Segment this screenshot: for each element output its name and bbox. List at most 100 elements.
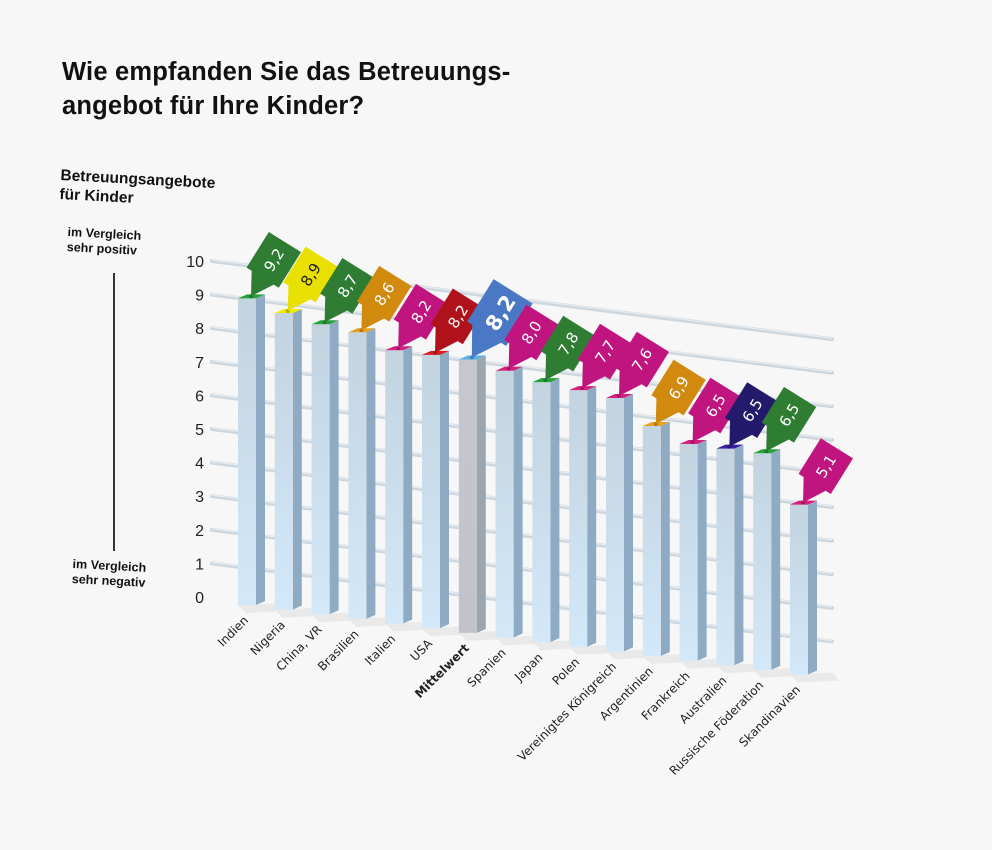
- y-tick-label: 2: [195, 523, 204, 540]
- value-tag: 8,2: [467, 279, 533, 358]
- bar-9: [569, 386, 619, 655]
- bar-2: [311, 320, 361, 623]
- value-tag-shape: [283, 246, 338, 311]
- bar-shadow: [532, 640, 582, 651]
- x-category-label: Italien: [362, 632, 398, 668]
- bar-10: [606, 394, 655, 660]
- bar-shadow: [790, 672, 839, 683]
- bar-side: [292, 308, 302, 610]
- bar-front: [716, 448, 735, 666]
- y-tick-label: 4: [195, 456, 204, 473]
- bar-1: [274, 308, 324, 618]
- value-tag: 8,2: [393, 283, 449, 349]
- bar-6: [458, 355, 508, 641]
- bar-side: [808, 500, 817, 675]
- bar-cap: [385, 346, 413, 351]
- bar-front: [311, 324, 330, 615]
- value-tag-shape: [356, 265, 412, 331]
- bar-5: [422, 350, 471, 637]
- value-tag: 6,9: [651, 359, 706, 425]
- bar-front: [569, 390, 588, 647]
- bar-front: [458, 359, 477, 633]
- bar-shadow: [238, 603, 287, 613]
- bar-front: [642, 426, 661, 657]
- title-line-1: Wie empfanden Sie das Betreuungs-: [62, 58, 511, 86]
- bar-side: [697, 439, 707, 661]
- bar-side: [513, 366, 523, 638]
- bar-cap: [532, 378, 560, 383]
- bar-cap: [753, 449, 781, 454]
- bar-4: [385, 346, 435, 632]
- bar-0: [238, 294, 287, 613]
- bar-side: [550, 378, 560, 643]
- bar-side: [403, 346, 413, 624]
- value-tag-shape: [430, 288, 486, 353]
- value-tag-shape: [467, 279, 533, 358]
- bar-7: [495, 366, 545, 646]
- bar-shadow: [385, 621, 435, 632]
- value-tag: 7,7: [577, 323, 633, 389]
- bar-3: [348, 328, 398, 627]
- bar-11: [642, 422, 692, 665]
- bar-side: [771, 449, 781, 670]
- value-tag-shape: [761, 386, 817, 452]
- bar-14: [753, 449, 803, 678]
- value-tag-shape: [393, 283, 449, 349]
- bar-cap: [569, 386, 597, 391]
- value-tag-shape: [614, 331, 670, 397]
- bar-side: [624, 394, 633, 652]
- bar-side: [329, 320, 339, 615]
- value-tag-shape: [504, 304, 559, 369]
- chart-title: Wie empfanden Sie das Betreuungs- angebo…: [62, 55, 510, 123]
- bar-cap: [495, 366, 523, 371]
- bar-side: [587, 386, 597, 647]
- bar-cap: [790, 500, 817, 505]
- scale-line: [113, 273, 115, 551]
- x-category-label: Polen: [549, 655, 582, 688]
- bar-12: [679, 439, 729, 669]
- bar-shadow: [274, 607, 324, 618]
- bar-front: [348, 332, 367, 619]
- bar-front: [385, 350, 404, 624]
- value-tag-shape: [724, 382, 780, 447]
- y-tick-label: 8: [195, 321, 204, 338]
- bar-side: [476, 355, 486, 633]
- bar-cap: [274, 308, 302, 313]
- bar-shadow: [422, 626, 471, 637]
- value-tag: 6,5: [724, 382, 780, 447]
- bar-shadow: [311, 612, 361, 623]
- bar-shadow: [642, 654, 692, 665]
- bar-13: [716, 444, 766, 674]
- bar-shadow: [679, 658, 729, 669]
- value-tag: 9,2: [246, 232, 302, 297]
- y-tick-label: 7: [195, 355, 204, 372]
- x-category-label: Japan: [511, 650, 545, 684]
- bars: 9,2 8,9 8,7 8,68,2 8,2 8,28,0 7,8 7,7 7,66,96,5 6…: [238, 232, 854, 683]
- bar-shadow: [606, 649, 655, 660]
- bar-side: [734, 444, 744, 666]
- x-category-label: Spanien: [465, 646, 509, 690]
- bar-front: [495, 370, 514, 638]
- x-category-label: USA: [408, 636, 436, 664]
- value-tag: 7,6: [614, 331, 670, 397]
- bar-shadow: [458, 630, 508, 641]
- bar-side: [440, 350, 449, 629]
- y-tick-label: 10: [186, 254, 204, 271]
- bar-cap: [606, 394, 633, 399]
- value-tag: 8,9: [283, 246, 338, 311]
- title-line-2: angebot für Ihre Kinder?: [62, 92, 365, 120]
- bar-8: [532, 378, 582, 651]
- value-tag-shape: [798, 438, 854, 503]
- y-tick-label: 0: [195, 590, 204, 607]
- value-tag-shape: [577, 323, 633, 389]
- x-category-label: Indien: [215, 613, 251, 649]
- value-tag: 6,5: [688, 377, 743, 442]
- y-tick-label: 5: [195, 422, 204, 439]
- value-tag-shape: [651, 359, 706, 425]
- bar-cap: [679, 439, 707, 444]
- bar-cap: [716, 444, 744, 449]
- value-tag: 7,8: [540, 315, 596, 381]
- bar-cap: [642, 422, 670, 427]
- bar-front: [532, 382, 551, 643]
- bar-shadow: [753, 667, 803, 678]
